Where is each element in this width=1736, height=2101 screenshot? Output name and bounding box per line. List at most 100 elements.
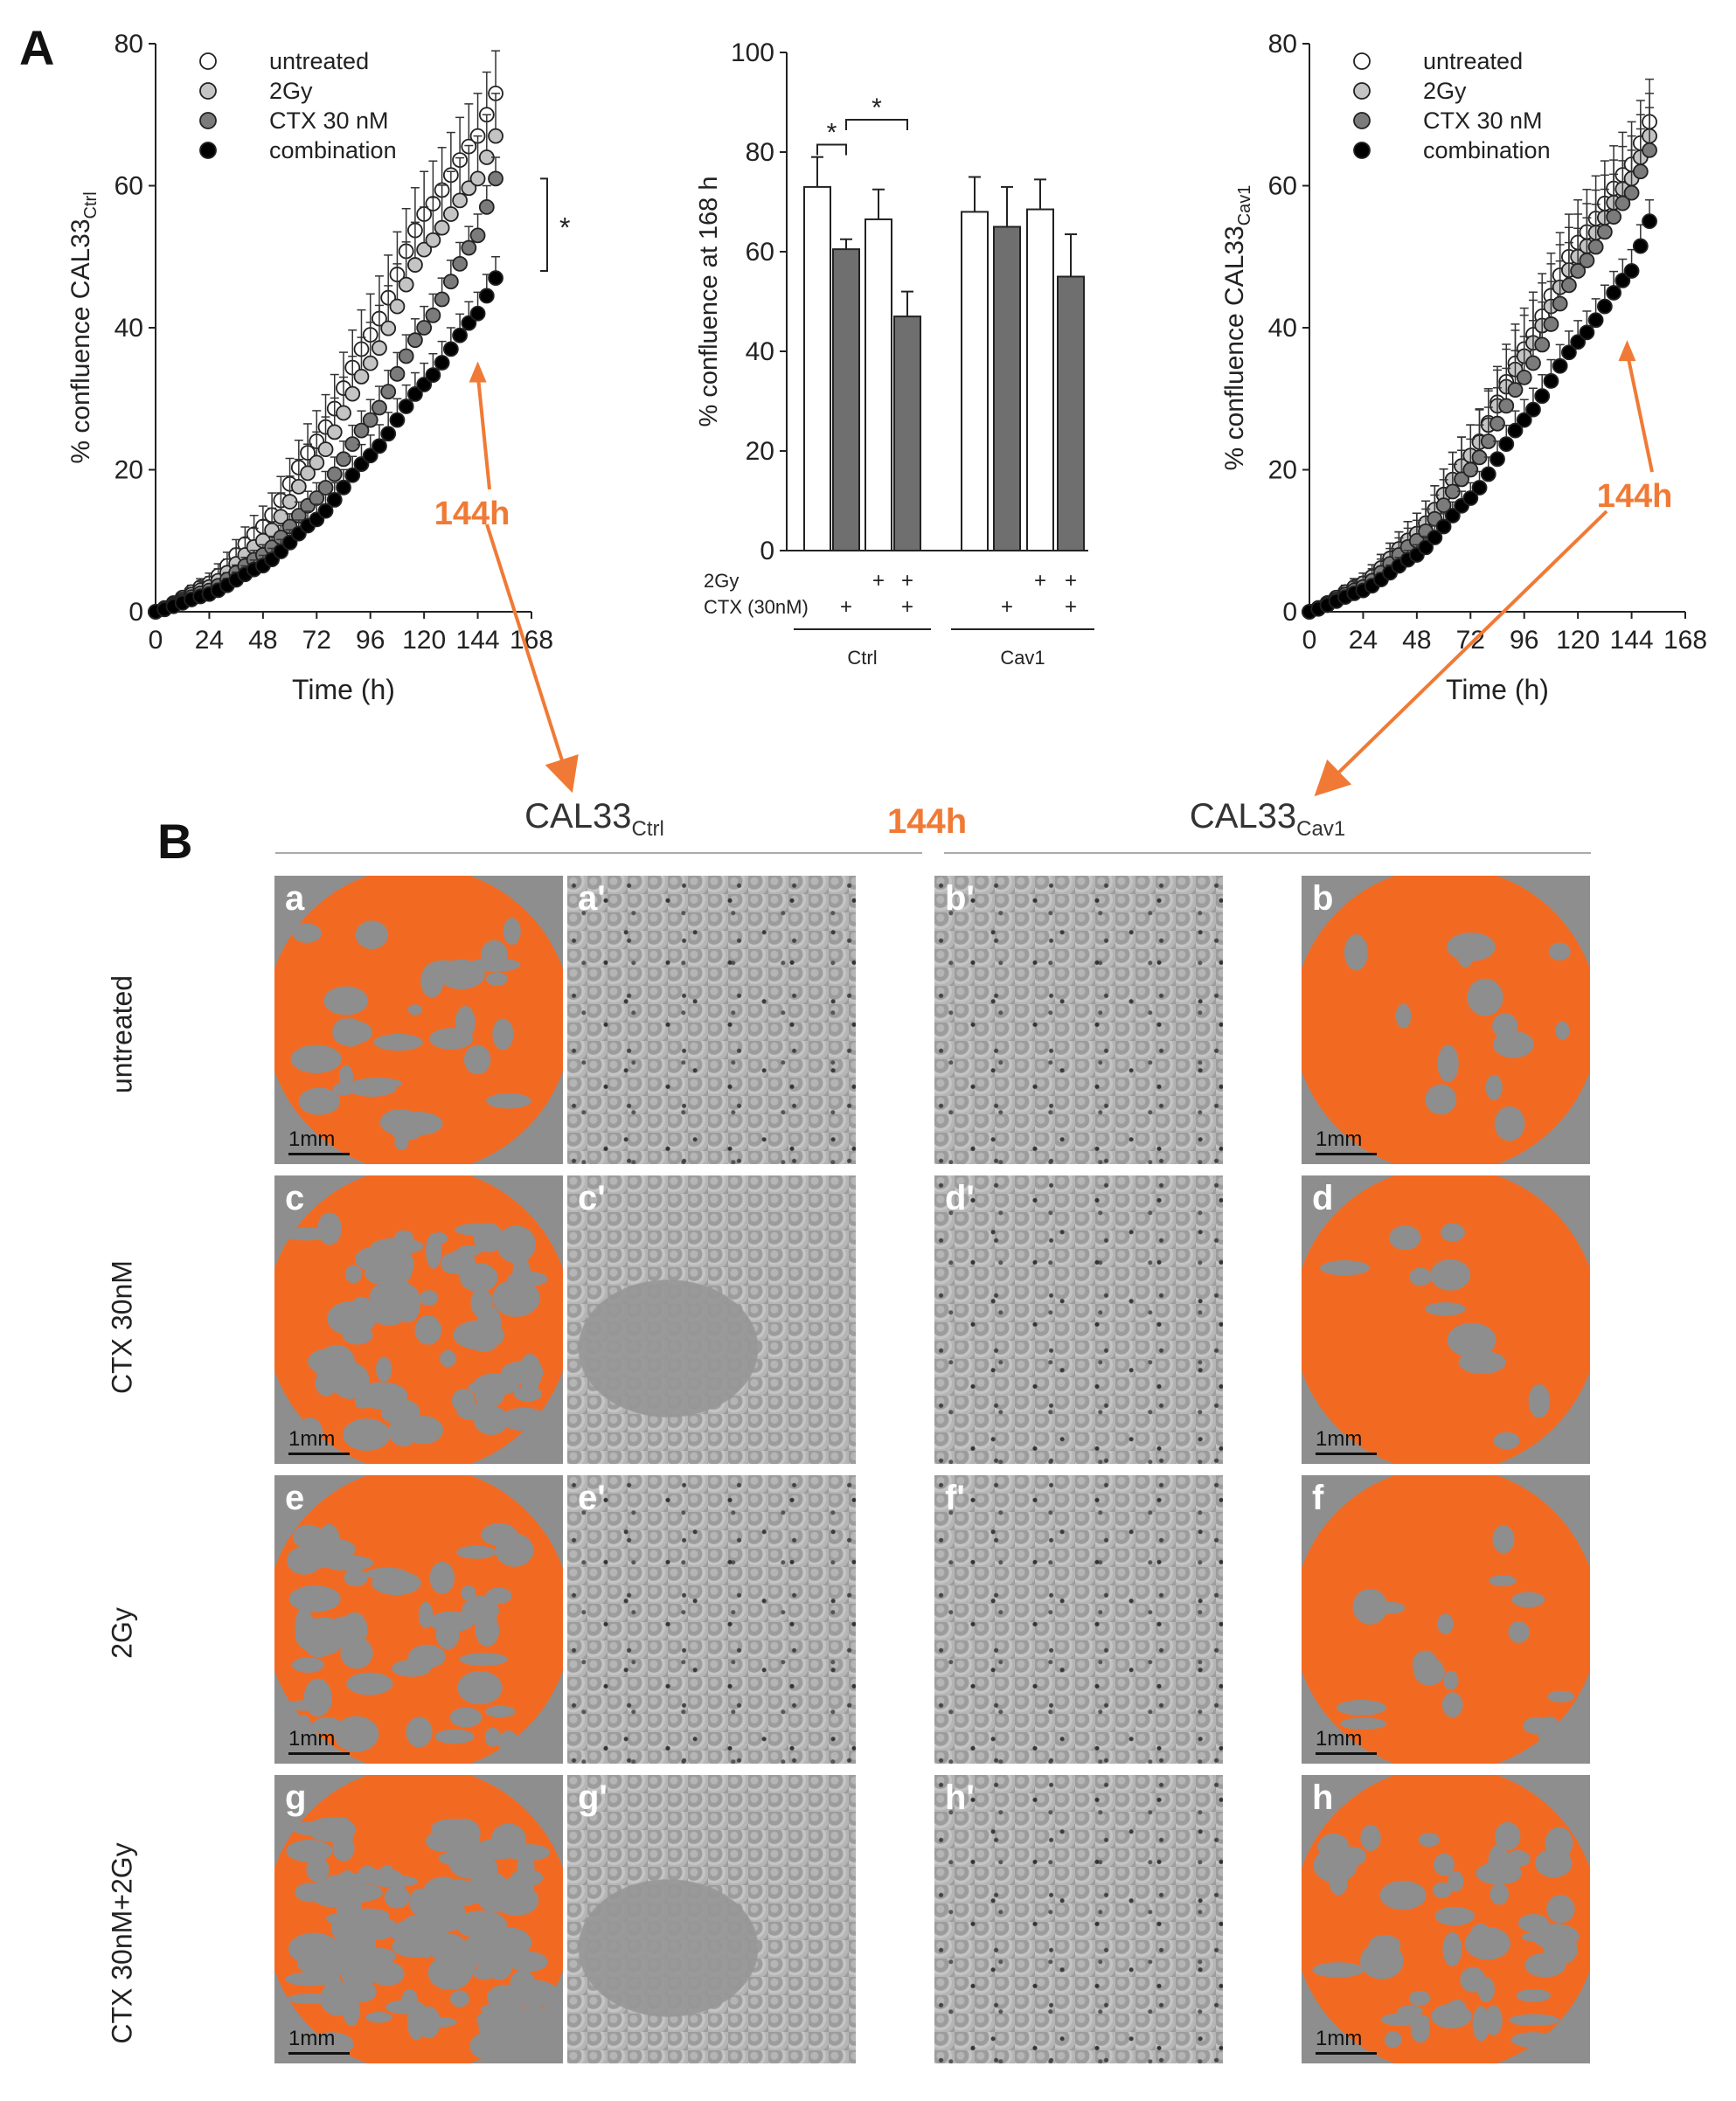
uncovered-gap: [306, 1857, 330, 1883]
data-point: [1435, 497, 1452, 514]
y-tick-label: 60: [1268, 172, 1297, 201]
significance-star: *: [559, 211, 570, 243]
uncovered-gap: [1443, 1670, 1459, 1690]
uncovered-gap: [312, 1716, 343, 1734]
data-point: [326, 424, 343, 440]
y-axis-label: % confluence at 168 h: [695, 177, 723, 427]
data-point: [398, 348, 414, 364]
data-point: [1642, 142, 1657, 158]
uncovered-gap: [441, 1618, 457, 1632]
uncovered-gap: [469, 957, 521, 972]
uncovered-gap: [492, 1279, 540, 1317]
uncovered-gap: [1432, 1882, 1452, 1898]
uncovered-gap: [1344, 934, 1368, 971]
data-point: [389, 412, 406, 428]
cav1-growth-chart: 0 20 40 60 80 0 24 48 72 96 120 144 168 Time (h) % con…: [1220, 30, 1707, 705]
uncovered-gap: [1467, 978, 1503, 1016]
annotation-144h: 144h: [1597, 478, 1673, 515]
uncovered-gap: [1410, 2015, 1431, 2043]
uncovered-gap: [319, 1981, 358, 2016]
treatment-plus: +: [1065, 569, 1077, 593]
x-tick-label: 168: [510, 626, 553, 655]
uncovered-gap: [470, 1287, 493, 1318]
uncovered-gap: [1408, 1990, 1431, 2007]
uncovered-gap: [1492, 1013, 1518, 1039]
uncovered-gap: [1425, 1302, 1466, 1316]
tile-letter: h': [945, 1779, 975, 1817]
bar-ctrl: [865, 218, 892, 551]
uncovered-gap: [288, 1585, 341, 1612]
treatment-row-label: 2Gy: [704, 570, 739, 592]
uncovered-gap: [456, 1545, 496, 1559]
uncovered-gap: [384, 1885, 410, 1909]
confluence-mask-svg: [274, 1175, 563, 1464]
micrograph-tile: a': [567, 876, 856, 1164]
confluence-mask-svg: [1302, 876, 1590, 1164]
y-tick-label: 0: [1282, 598, 1297, 627]
row-label-2gy: 2Gy: [106, 1607, 138, 1659]
confluence-mask-tile: 1mm d: [1302, 1175, 1590, 1464]
data-point: [452, 255, 468, 272]
data-point: [1623, 184, 1640, 201]
confluence-mask-svg: [274, 1475, 563, 1764]
y-tick-label: 20: [746, 437, 774, 466]
significance-star: *: [827, 118, 837, 147]
uncovered-gap: [1413, 1657, 1445, 1686]
tile-letter: a': [578, 879, 606, 918]
y-tick-label: 20: [115, 456, 143, 485]
confluence-mask-svg: [274, 1775, 563, 2063]
x-tick-label: 72: [1456, 626, 1485, 655]
data-point: [1489, 415, 1505, 432]
uncovered-gap: [492, 1018, 514, 1050]
uncovered-gap: [1493, 1432, 1520, 1450]
y-tick-label: 0: [760, 537, 774, 565]
uncovered-gap: [1337, 1700, 1386, 1716]
uncovered-gap: [292, 923, 322, 943]
row-label-combination: CTX 30nM+2Gy: [106, 1842, 138, 2044]
uncovered-gap: [355, 920, 389, 949]
x-tick-label: 24: [195, 626, 224, 655]
uncovered-gap: [449, 1990, 469, 2007]
scale-bar-label: 1mm: [1316, 2027, 1363, 2050]
confluence-mask-svg: [1302, 1475, 1590, 1764]
data-point: [1632, 163, 1649, 180]
tile-letter: c: [285, 1179, 305, 1217]
data-point: [1561, 344, 1577, 361]
scale-bar-label: 1mm: [288, 1127, 336, 1151]
legend-marker: [1353, 142, 1371, 159]
uncovered-gap: [317, 1523, 341, 1560]
legend-label: 2Gy: [269, 78, 313, 104]
center-144h-label: 144h: [887, 802, 968, 841]
confluence-mask-tile: 1mm b: [1302, 876, 1590, 1164]
data-point: [407, 332, 423, 349]
well-confluence-area: [1302, 1175, 1590, 1464]
legend-marker: [1353, 112, 1371, 129]
scale-bar: 1mm: [288, 1727, 350, 1755]
tile-letter: g': [578, 1779, 608, 1817]
data-point: [434, 291, 450, 308]
ctrl-growth-chart: 0 20 40 60 80 0 24 48 72 96 120 144 168 Time (h) % con…: [66, 30, 570, 705]
bar-cav1: [1026, 208, 1054, 552]
uncovered-gap: [373, 1033, 423, 1051]
uncovered-gap: [469, 2032, 505, 2060]
uncovered-gap: [372, 1571, 421, 1596]
data-point: [442, 206, 459, 222]
uncovered-gap: [355, 1947, 397, 1966]
scale-bar: 1mm: [288, 1127, 350, 1155]
uncovered-gap: [365, 2012, 392, 2023]
uncovered-gap: [317, 1212, 342, 1245]
uncovered-gap: [486, 972, 508, 986]
uncovered-gap: [496, 1225, 536, 1264]
data-point: [416, 241, 433, 258]
data-point: [488, 128, 503, 144]
uncovered-gap: [351, 1916, 367, 1930]
data-point: [353, 422, 370, 439]
uncovered-gap: [1509, 2014, 1559, 2027]
uncovered-gap: [394, 1284, 421, 1323]
uncovered-gap: [1495, 1821, 1521, 1851]
header-cal33-cav1: CAL33Cav1: [944, 797, 1591, 842]
uncovered-gap: [505, 1843, 551, 1862]
uncovered-gap: [1312, 1962, 1364, 1978]
x-tick-label: 120: [1556, 626, 1600, 655]
data-point: [1642, 213, 1657, 230]
